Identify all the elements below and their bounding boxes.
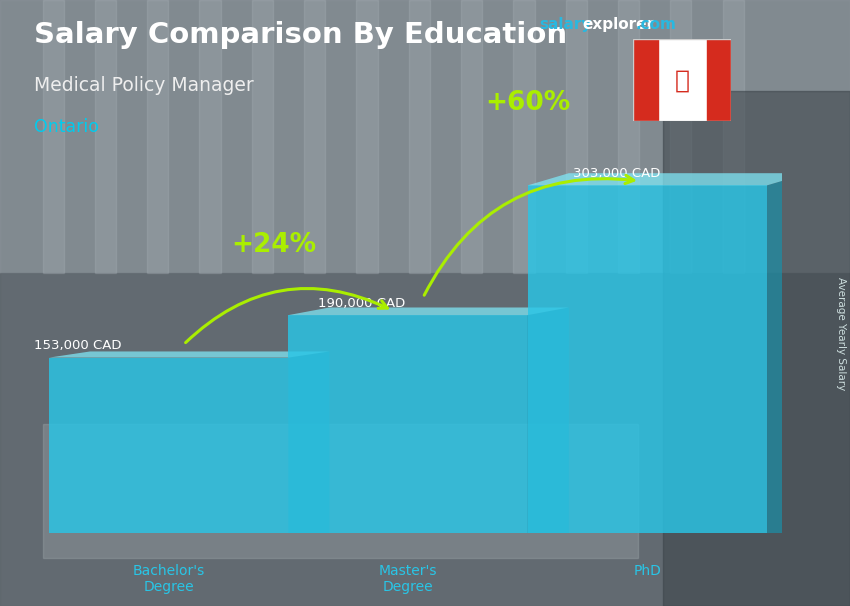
Text: .com: .com <box>636 17 677 32</box>
Text: Master's
Degree: Master's Degree <box>379 564 437 594</box>
Polygon shape <box>288 315 528 533</box>
Bar <box>0 273 850 606</box>
Bar <box>513 0 535 273</box>
Text: PhD: PhD <box>633 564 661 578</box>
Bar <box>147 0 168 273</box>
Polygon shape <box>528 307 569 533</box>
Text: Salary Comparison By Education: Salary Comparison By Education <box>34 21 567 49</box>
Bar <box>252 0 273 273</box>
Polygon shape <box>49 351 330 358</box>
Text: Average Yearly Salary: Average Yearly Salary <box>836 277 846 390</box>
Text: 🍁: 🍁 <box>675 68 689 92</box>
Polygon shape <box>767 173 808 533</box>
Text: +24%: +24% <box>231 232 316 258</box>
Bar <box>42 0 64 273</box>
Bar <box>200 0 221 273</box>
Bar <box>304 0 326 273</box>
Bar <box>409 0 430 273</box>
Polygon shape <box>288 351 330 533</box>
Bar <box>42 424 638 558</box>
Polygon shape <box>528 185 767 533</box>
Text: 190,000 CAD: 190,000 CAD <box>318 297 405 310</box>
Bar <box>0 0 850 273</box>
Text: Bachelor's
Degree: Bachelor's Degree <box>133 564 205 594</box>
Bar <box>722 0 744 273</box>
Polygon shape <box>528 173 808 185</box>
Text: 153,000 CAD: 153,000 CAD <box>34 339 122 352</box>
Text: explorer: explorer <box>582 17 654 32</box>
Polygon shape <box>288 307 569 315</box>
Text: +60%: +60% <box>485 90 570 116</box>
Polygon shape <box>49 358 288 533</box>
Text: salary: salary <box>540 17 592 32</box>
Text: Ontario: Ontario <box>34 118 99 136</box>
Text: 303,000 CAD: 303,000 CAD <box>573 167 660 180</box>
Text: Medical Policy Manager: Medical Policy Manager <box>34 76 254 95</box>
Bar <box>670 0 691 273</box>
Bar <box>706 39 731 121</box>
Bar <box>356 0 377 273</box>
Bar <box>618 0 639 273</box>
Bar <box>663 91 850 606</box>
Bar <box>95 0 116 273</box>
Bar <box>633 39 658 121</box>
Bar <box>565 0 586 273</box>
Bar <box>461 0 482 273</box>
